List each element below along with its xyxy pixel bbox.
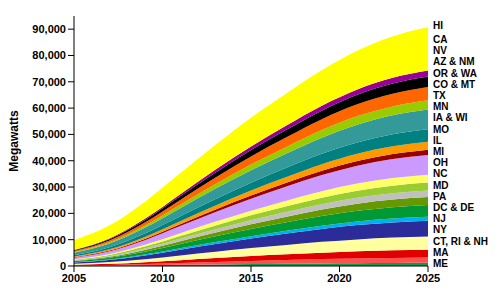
svg-text:70,000: 70,000: [32, 76, 66, 88]
svg-text:MN: MN: [433, 101, 449, 112]
svg-text:80,000: 80,000: [32, 49, 66, 61]
svg-text:2010: 2010: [150, 272, 174, 284]
svg-text:40,000: 40,000: [32, 155, 66, 167]
svg-text:90,000: 90,000: [32, 23, 66, 35]
svg-text:NV: NV: [433, 45, 447, 56]
svg-text:10,000: 10,000: [32, 234, 66, 246]
svg-text:30,000: 30,000: [32, 181, 66, 193]
svg-text:OH: OH: [433, 157, 448, 168]
svg-text:CT, RI & NH: CT, RI & NH: [433, 236, 488, 247]
svg-text:DC & DE: DC & DE: [433, 202, 474, 213]
svg-text:NJ: NJ: [433, 213, 446, 224]
svg-text:IL: IL: [433, 135, 442, 146]
svg-text:NC: NC: [433, 168, 447, 179]
svg-text:0: 0: [60, 260, 66, 272]
svg-text:2015: 2015: [239, 272, 263, 284]
svg-text:ME: ME: [433, 258, 448, 269]
svg-text:NY: NY: [433, 224, 447, 235]
svg-text:2025: 2025: [416, 272, 440, 284]
svg-text:MI: MI: [433, 146, 444, 157]
svg-text:PA: PA: [433, 191, 446, 202]
svg-text:CO & MT: CO & MT: [433, 79, 475, 90]
svg-text:20,000: 20,000: [32, 207, 66, 219]
svg-text:IA & WI: IA & WI: [433, 112, 468, 123]
svg-text:MO: MO: [433, 124, 449, 135]
svg-text:MA: MA: [433, 247, 449, 258]
svg-text:HI: HI: [433, 20, 443, 31]
svg-text:Megawatts: Megawatts: [8, 110, 21, 172]
svg-text:OR & WA: OR & WA: [433, 68, 477, 79]
svg-text:MD: MD: [433, 180, 449, 191]
svg-text:2020: 2020: [327, 272, 351, 284]
svg-text:TX: TX: [433, 90, 446, 101]
svg-text:50,000: 50,000: [32, 128, 66, 140]
svg-text:CA: CA: [433, 34, 447, 45]
svg-text:2005: 2005: [62, 272, 86, 284]
svg-text:60,000: 60,000: [32, 102, 66, 114]
svg-text:AZ & NM: AZ & NM: [433, 56, 475, 67]
